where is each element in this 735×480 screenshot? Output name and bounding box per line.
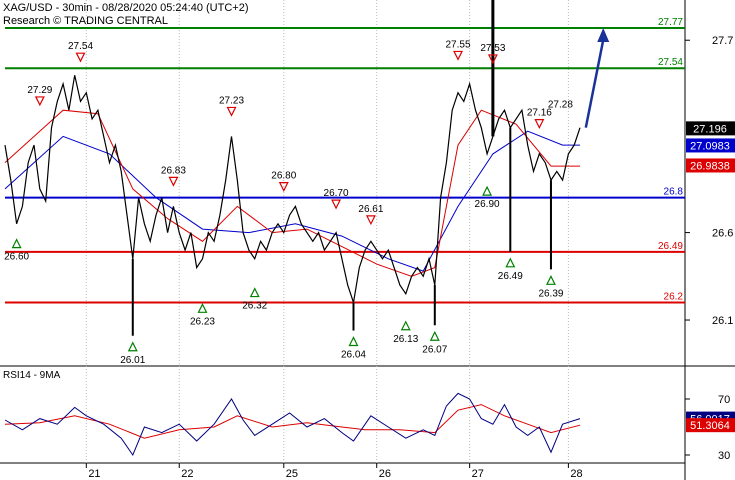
swing-low-label: 26.39 — [538, 288, 563, 299]
swing-high-marker — [168, 176, 179, 187]
price-series — [4, 0, 581, 336]
swing-high-marker — [34, 96, 45, 107]
rsi-tag-label: 51.3064 — [690, 420, 730, 432]
swing-low-marker — [348, 336, 359, 347]
x-tick-label: 27 — [472, 468, 484, 480]
swing-low-label: 26.60 — [4, 252, 29, 263]
swing-high-label: 26.70 — [324, 188, 349, 199]
rsi-y-tick-label: 30 — [718, 450, 730, 462]
x-tick-label: 21 — [88, 468, 100, 480]
swing-low-label: 26.04 — [341, 350, 366, 361]
swing-high-label: 27.55 — [446, 39, 471, 50]
price-annotation: 27.28 — [548, 100, 573, 111]
ma-fast-line — [4, 109, 580, 277]
swing-high-label: 26.80 — [271, 171, 296, 182]
rsi-tag-box — [686, 418, 735, 433]
swing-high-label: 27.29 — [27, 85, 52, 96]
swing-low-marker — [545, 274, 556, 285]
rsi-ma-line — [4, 404, 581, 439]
price-line — [4, 75, 581, 303]
x-tick-label: 25 — [286, 468, 298, 480]
swing-high-marker — [75, 52, 86, 63]
swing-low-marker — [429, 330, 440, 341]
swing-high-label: 27.23 — [219, 95, 244, 106]
swing-low-label: 26.13 — [393, 334, 418, 345]
swing-high-label: 27.16 — [527, 108, 552, 119]
x-tick-label: 28 — [570, 468, 582, 480]
x-tick-label: 26 — [379, 468, 391, 480]
swing-low-label: 26.07 — [422, 344, 447, 355]
level-label-support: 26.2 — [664, 292, 684, 303]
rsi-title: RSI14 - 9MA — [3, 370, 61, 381]
swing-low-marker — [197, 302, 208, 313]
swing-high-label: 27.54 — [68, 41, 93, 52]
price-tag-box — [686, 121, 735, 136]
chart-subtitle: Research © TRADING CENTRAL — [3, 15, 168, 27]
swing-high-marker — [487, 54, 498, 65]
markers: 26.60 27.29 27.54 26.01 26.83 26.23 27.23 26.32… — [4, 27, 610, 366]
swing-low-label: 26.90 — [475, 199, 500, 210]
swing-low-marker — [505, 257, 516, 268]
level-label-support: 26.49 — [658, 241, 683, 252]
swing-low-label: 26.49 — [498, 271, 523, 282]
swing-low-marker — [249, 287, 260, 298]
price-tag-label: 27.196 — [693, 123, 727, 135]
swing-high-marker — [331, 199, 342, 210]
swing-low-label: 26.01 — [120, 355, 145, 366]
swing-high-marker — [278, 182, 289, 192]
swing-low-label: 26.32 — [242, 301, 267, 312]
level-label-resistance: 27.77 — [658, 17, 683, 28]
forecast-arrow-head — [597, 27, 610, 42]
level-label-resistance: 27.54 — [658, 57, 683, 68]
swing-high-marker — [365, 215, 376, 226]
swing-low-marker — [482, 185, 493, 196]
swing-low-marker — [11, 238, 22, 249]
ma-slow-line — [4, 130, 580, 272]
swing-high-marker — [453, 50, 464, 61]
swing-high-marker — [226, 106, 237, 117]
price-tag-box — [686, 138, 735, 153]
level-label-pivot: 26.8 — [664, 187, 684, 198]
price-tag-box — [686, 158, 735, 173]
swing-low-marker — [127, 341, 138, 352]
swing-high-label: 26.61 — [358, 204, 383, 215]
x-tick-label: 22 — [181, 468, 193, 480]
swing-low-label: 26.23 — [190, 316, 215, 327]
chart-title: XAG/USD - 30min - 08/28/2020 05:24:40 (U… — [3, 2, 248, 14]
rsi-y-tick-label: 70 — [718, 394, 730, 406]
y-tick-label: 27.7 — [712, 35, 733, 47]
price-tag-label: 27.0983 — [690, 140, 730, 152]
y-tick-label: 26.1 — [712, 315, 733, 327]
price-tag-label: 26.9838 — [690, 160, 730, 172]
rsi-line — [4, 392, 581, 457]
axes: 21 22 25 26 27 28 27.7 26.6 26.1 27.196 27.0983 26.… — [85, 35, 735, 480]
levels: 27.77 27.54 26.8 26.49 26.2 — [5, 17, 685, 304]
swing-high-marker — [534, 119, 545, 129]
swing-low-marker — [400, 320, 411, 331]
swing-high-label: 26.83 — [161, 165, 186, 176]
swing-high-label: 27.53 — [480, 43, 505, 54]
forecast-arrow-shaft — [584, 39, 605, 128]
rsi-panel: 703056.001751.3064 — [4, 392, 735, 462]
y-tick-label: 26.6 — [712, 228, 733, 240]
